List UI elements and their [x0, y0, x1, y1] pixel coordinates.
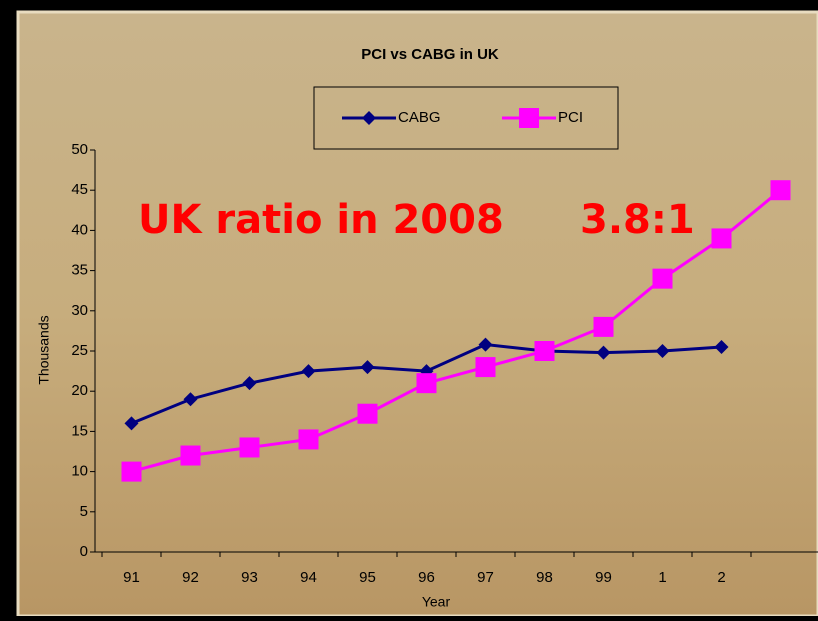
point: [298, 429, 319, 450]
point: [475, 357, 496, 378]
point: [478, 337, 493, 352]
point: [711, 228, 732, 249]
annotation: UK ratio in 2008: [138, 197, 504, 243]
y-tick-label: 30: [71, 302, 88, 319]
y-tick-label: 15: [71, 422, 88, 439]
y-tick-label: 20: [71, 382, 88, 399]
chart-title: PCI vs CABG in UK: [361, 46, 499, 63]
point: [655, 344, 670, 358]
legend-box: [313, 86, 619, 150]
x-tick-label: 92: [182, 569, 199, 586]
point: [242, 376, 257, 391]
x-tick-label: 95: [359, 569, 376, 586]
x-tick-label: 1: [658, 569, 666, 586]
y-tick-label: 25: [71, 342, 88, 359]
x-tick-label: 2: [717, 569, 725, 586]
point: [770, 180, 791, 201]
x-tick-label: 94: [300, 569, 317, 586]
x-tick-label: 96: [418, 569, 435, 586]
x-tick-label: 99: [595, 569, 612, 586]
x-tick-label: 91: [123, 569, 140, 586]
y-tick-label: 35: [71, 262, 88, 279]
point: [360, 360, 375, 375]
point: [239, 437, 260, 458]
x-tick-label: 93: [241, 569, 258, 586]
y-tick-label: 50: [71, 141, 88, 158]
point: [534, 341, 555, 361]
legend-label: PCI: [558, 109, 583, 126]
point: [714, 339, 729, 354]
point: [357, 403, 378, 424]
point: [416, 373, 437, 394]
y-tick-label: 10: [71, 463, 88, 480]
y-tick-label: 5: [80, 503, 88, 520]
point: [652, 268, 673, 289]
point: [593, 316, 614, 337]
point: [596, 345, 611, 360]
point: [180, 445, 201, 466]
point: [121, 461, 142, 482]
point: [124, 416, 139, 431]
point: [301, 364, 316, 379]
annotation: 3.8:1: [580, 197, 695, 243]
x-tick-label: 97: [477, 569, 494, 586]
x-axis-label: Year: [422, 594, 451, 610]
point: [183, 392, 198, 407]
point: [519, 108, 539, 128]
y-axis-label: Thousands: [36, 315, 52, 384]
x-tick-label: 98: [536, 569, 553, 586]
legend-label: CABG: [398, 109, 441, 126]
y-tick-label: 45: [71, 181, 88, 198]
y-tick-label: 40: [71, 221, 88, 238]
y-tick-label: 0: [80, 543, 88, 560]
background: [16, 10, 818, 618]
point: [362, 111, 376, 125]
